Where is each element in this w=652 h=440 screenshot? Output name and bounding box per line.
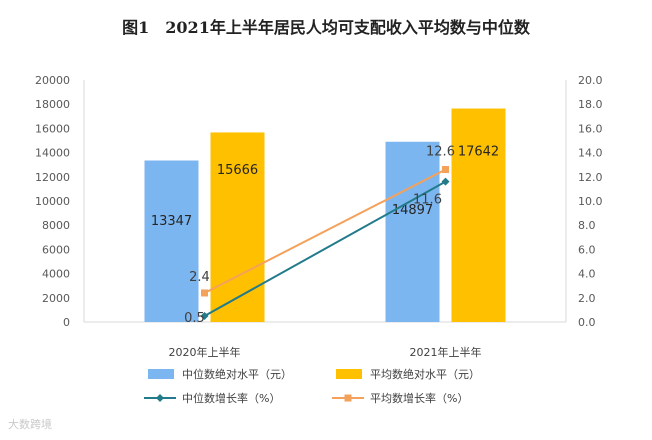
bar-median [144,160,199,322]
legend-median-bar-swatch [148,369,174,379]
category-label: 2020年上半年 [169,345,241,359]
legend-median-line-label: 中位数增长率（%） [182,391,280,405]
legend-mean-line-marker [344,394,352,402]
bar-data-label: 13347 [151,214,192,229]
line-point-mean [442,166,449,174]
right-tick-label: 8.0 [578,219,596,232]
left-tick-label: 18000 [35,98,70,111]
bar-data-label: 17642 [458,144,499,159]
left-tick-label: 16000 [35,122,70,135]
bar-mean [210,132,265,322]
left-tick-label: 12000 [35,171,70,184]
legend-median-bar-label: 中位数绝对水平（元） [182,367,292,381]
line-point-median [200,311,209,320]
bar-mean [451,108,506,322]
right-tick-label: 10.0 [578,195,603,208]
right-tick-label: 18.0 [578,98,603,111]
legend-mean-bar-label: 平均数绝对水平（元） [370,367,480,381]
left-tick-label: 20000 [35,74,70,87]
right-tick-label: 4.0 [578,268,596,281]
bar-data-label: 15666 [217,163,258,178]
right-tick-label: 6.0 [578,243,596,256]
left-tick-label: 8000 [42,219,70,232]
line-data-label: 2.4 [189,270,210,285]
line-data-label: 12.6 [426,145,455,160]
line-data-label: 11.6 [413,193,442,208]
line-point-median [441,177,450,186]
right-tick-label: 20.0 [578,74,603,87]
legend-mean-line-label: 平均数增长率（%） [370,391,468,405]
right-tick-label: 14.0 [578,147,603,160]
category-label: 2021年上半年 [410,345,482,359]
right-tick-label: 12.0 [578,171,603,184]
right-tick-label: 2.0 [578,292,596,305]
right-tick-label: 16.0 [578,122,603,135]
left-tick-label: 14000 [35,147,70,160]
watermark: 大数跨境 [8,418,52,431]
legend-median-line-marker [156,394,164,402]
right-tick-label: 0.0 [578,316,596,329]
line-mean [204,168,446,294]
left-tick-label: 2000 [42,292,70,305]
left-tick-label: 4000 [42,268,70,281]
legend-mean-bar-swatch [336,369,362,379]
chart-title: 图1 2021年上半年居民人均可支配收入平均数与中位数 [122,18,530,37]
left-tick-label: 10000 [35,195,70,208]
line-median [204,180,446,317]
left-tick-label: 0 [63,316,70,329]
line-data-label: 0.5 [184,311,205,326]
bar-median [385,141,440,322]
line-point-mean [201,289,208,297]
left-tick-label: 6000 [42,243,70,256]
